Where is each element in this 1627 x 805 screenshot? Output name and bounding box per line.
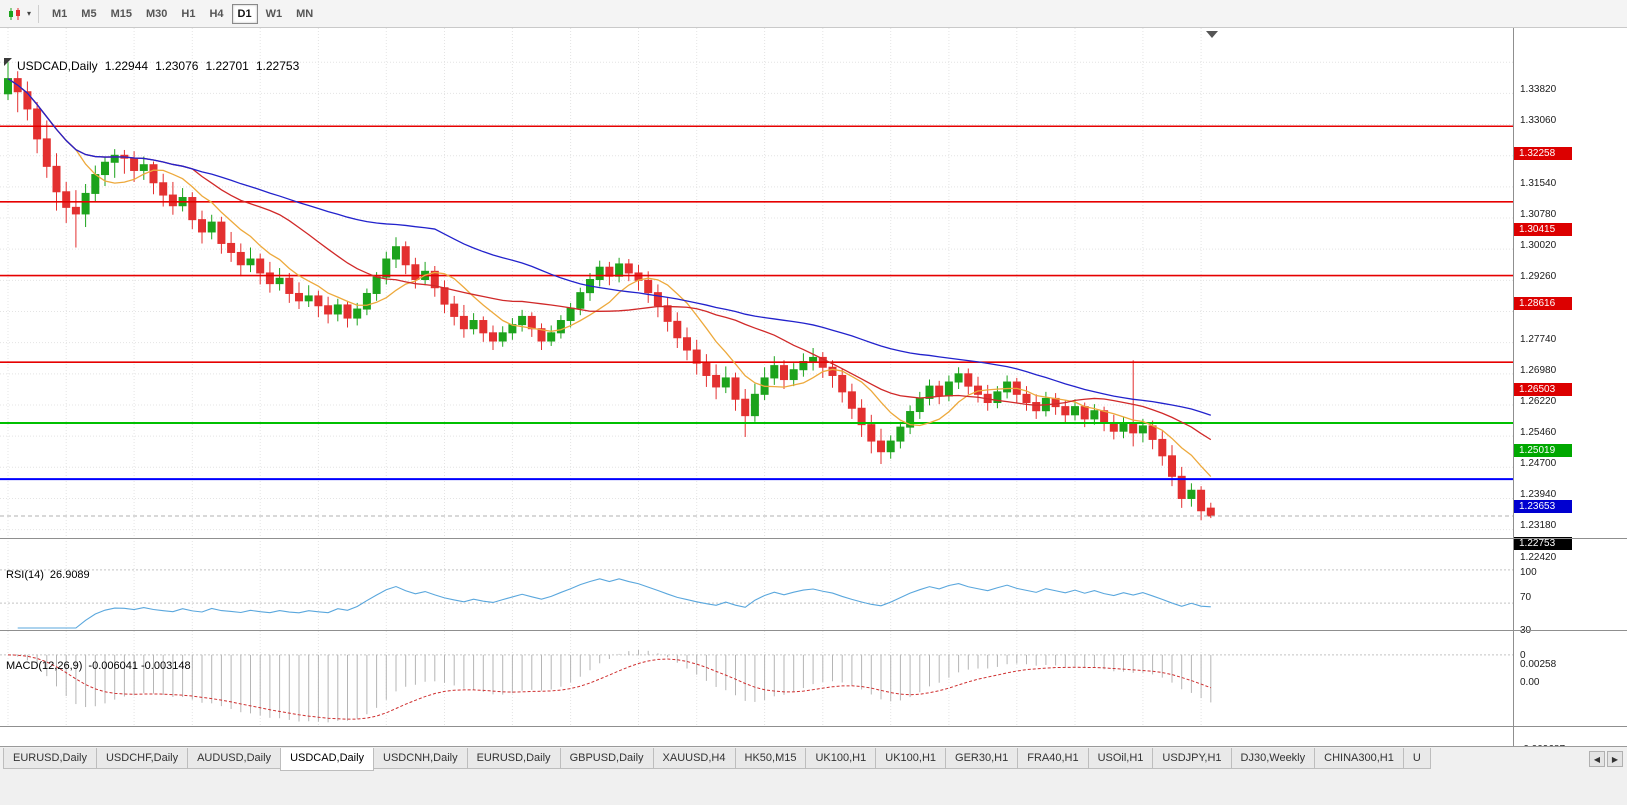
chart-tab-china300-h1[interactable]: CHINA300,H1 xyxy=(1314,748,1404,769)
tab-scroll-left-icon[interactable]: ◀ xyxy=(1589,751,1605,767)
chart-tab-usdcnh-daily[interactable]: USDCNH,Daily xyxy=(373,748,468,769)
price-badge: 1.26503 xyxy=(1514,383,1572,397)
chart-region: USDCAD,Daily 1.22944 1.23076 1.22701 1.22753… xyxy=(0,28,1627,774)
chart-tabbar: EURUSD,Daily USDCHF,Daily AUDUSD,Daily USDC… xyxy=(0,746,1627,805)
macd-signal-line xyxy=(7,654,1211,720)
price-axis[interactable]: 1.338201.330601.323001.315401.307801.300… xyxy=(1514,28,1627,755)
chart-tab-ger30-h1[interactable]: GER30,H1 xyxy=(945,748,1019,769)
chart-tab-audusd-daily[interactable]: AUDUSD,Daily xyxy=(187,748,282,769)
timeframe-button-h1[interactable]: H1 xyxy=(175,4,201,24)
ma-8-line xyxy=(7,78,1212,478)
grid-layer xyxy=(0,28,1513,726)
chart-tab-eurusd-daily[interactable]: EURUSD,Daily xyxy=(466,748,561,769)
ohlc-close: 1.22753 xyxy=(255,59,300,73)
macd-axis-label: 0.00 xyxy=(1520,676,1540,688)
macd-axis-label: 0.00258 xyxy=(1520,659,1557,670)
price-axis-label: 1.27740 xyxy=(1520,333,1557,345)
macd-name: MACD(12,26,9) xyxy=(6,660,83,672)
chart-shift-marker[interactable] xyxy=(1206,31,1218,38)
chart-type-dropdown-caret-icon[interactable]: ▾ xyxy=(27,9,32,18)
chart-tab-gbpusd-daily[interactable]: GBPUSD,Daily xyxy=(559,748,654,769)
chart-tab-eurusd-daily[interactable]: EURUSD,Daily xyxy=(3,748,97,769)
rsi-axis-label: 100 xyxy=(1520,567,1537,578)
price-axis-label: 1.33820 xyxy=(1520,84,1557,96)
timeframe-button-m5[interactable]: M5 xyxy=(75,4,102,24)
chart-tab-uk100-h1[interactable]: UK100,H1 xyxy=(805,748,877,769)
price-axis-separator xyxy=(1513,28,1514,746)
rsi-indicator-label: RSI(14) 26.9089 xyxy=(6,569,96,581)
price-badge: 1.25019 xyxy=(1514,444,1572,458)
tab-scroll-arrows: ◀ ▶ xyxy=(1589,751,1623,767)
rsi-macd-separator[interactable] xyxy=(0,630,1627,631)
price-badge: 1.23653 xyxy=(1514,500,1572,514)
price-axis-label: 1.23940 xyxy=(1520,489,1557,501)
timeframe-button-mn[interactable]: MN xyxy=(290,4,319,24)
candlestick-icon xyxy=(9,7,20,20)
chart-tab-fra40-h1[interactable]: FRA40,H1 xyxy=(1017,748,1089,769)
price-axis-label: 1.24700 xyxy=(1520,458,1557,470)
timeframe-button-m30[interactable]: M30 xyxy=(140,4,173,24)
ma-20-line xyxy=(7,78,1212,441)
chart-tab-uk100-h1[interactable]: UK100,H1 xyxy=(875,748,947,769)
ohlc-open: 1.22944 xyxy=(104,59,149,73)
price-axis-label: 1.31540 xyxy=(1520,177,1557,189)
chart-type-icon[interactable] xyxy=(5,6,25,22)
price-axis-label: 1.22420 xyxy=(1520,551,1557,563)
price-badge: 1.28616 xyxy=(1514,296,1572,310)
toolbar-separator xyxy=(38,4,40,23)
price-axis-label: 1.26220 xyxy=(1520,395,1557,407)
price-axis-label: 1.29260 xyxy=(1520,271,1557,283)
chart-tabs: EURUSD,Daily USDCHF,Daily AUDUSD,Daily USDC… xyxy=(3,748,1585,773)
chart-tab-usdchf-daily[interactable]: USDCHF,Daily xyxy=(95,748,189,769)
candles-layer[interactable] xyxy=(4,62,1215,521)
chart-tab-usdcad-daily[interactable]: USDCAD,Daily xyxy=(280,748,375,771)
macd-indicator-label: MACD(12,26,9) -0.006041 -0.003148 xyxy=(6,660,197,672)
rsi-axis-label: 0 xyxy=(1520,650,1526,661)
timeframe-toolbar: ▾ M1 M5 M15 M30 H1 H4 D1 W1 MN xyxy=(0,0,1627,28)
ma-45-line xyxy=(7,78,1212,416)
rsi-name: RSI(14) xyxy=(6,569,44,581)
chart-plot[interactable] xyxy=(0,28,1513,746)
chart-title: USDCAD,Daily 1.22944 1.23076 1.22701 1.22753 xyxy=(17,59,306,73)
chart-tab-xauusd-h4[interactable]: XAUUSD,H4 xyxy=(652,748,736,769)
chart-tab-hk50-m15[interactable]: HK50,M15 xyxy=(734,748,807,769)
chart-tab-dj30-weekly[interactable]: DJ30,Weekly xyxy=(1230,748,1316,769)
main-rsi-separator[interactable] xyxy=(0,538,1627,539)
chart-symbol: USDCAD,Daily xyxy=(17,59,98,73)
chart-tab-usdjpy-h1[interactable]: USDJPY,H1 xyxy=(1152,748,1232,769)
tab-scroll-right-icon[interactable]: ▶ xyxy=(1607,751,1623,767)
price-axis-label: 1.33060 xyxy=(1520,115,1557,127)
chart-tab-usoil-h1[interactable]: USOil,H1 xyxy=(1087,748,1154,769)
one-click-trading-toggle-icon[interactable] xyxy=(4,58,12,66)
rsi-line xyxy=(17,578,1211,629)
timeframe-button-w1[interactable]: W1 xyxy=(260,4,289,24)
ohlc-low: 1.22701 xyxy=(205,59,249,73)
price-badge: 1.22753 xyxy=(1514,536,1572,550)
price-axis-label: 1.23180 xyxy=(1520,520,1557,532)
price-axis-label: 1.30780 xyxy=(1520,208,1557,220)
price-axis-label: 1.26980 xyxy=(1520,364,1557,376)
price-axis-label: 1.25460 xyxy=(1520,426,1557,438)
timeframe-button-m1[interactable]: M1 xyxy=(46,4,73,24)
macd-values: -0.006041 -0.003148 xyxy=(88,660,191,672)
horizontal-lines-layer[interactable] xyxy=(0,125,1513,517)
price-badge: 1.30415 xyxy=(1514,222,1572,236)
price-axis-label: 1.30020 xyxy=(1520,240,1557,252)
rsi-axis-label: 70 xyxy=(1520,591,1532,603)
price-badge: 1.32258 xyxy=(1514,147,1572,161)
timeframe-button-d1[interactable]: D1 xyxy=(231,3,258,24)
ohlc-high: 1.23076 xyxy=(155,59,199,73)
chart-tab-u[interactable]: U xyxy=(1402,748,1431,769)
timeframe-buttons: M1 M5 M15 M30 H1 H4 D1 W1 MN xyxy=(46,3,319,24)
timeframe-button-m15[interactable]: M15 xyxy=(105,4,138,24)
macd-dateaxis-separator xyxy=(0,726,1627,727)
macd-layer xyxy=(7,649,1212,723)
timeframe-button-h4[interactable]: H4 xyxy=(203,4,229,24)
rsi-value: 26.9089 xyxy=(49,569,90,581)
